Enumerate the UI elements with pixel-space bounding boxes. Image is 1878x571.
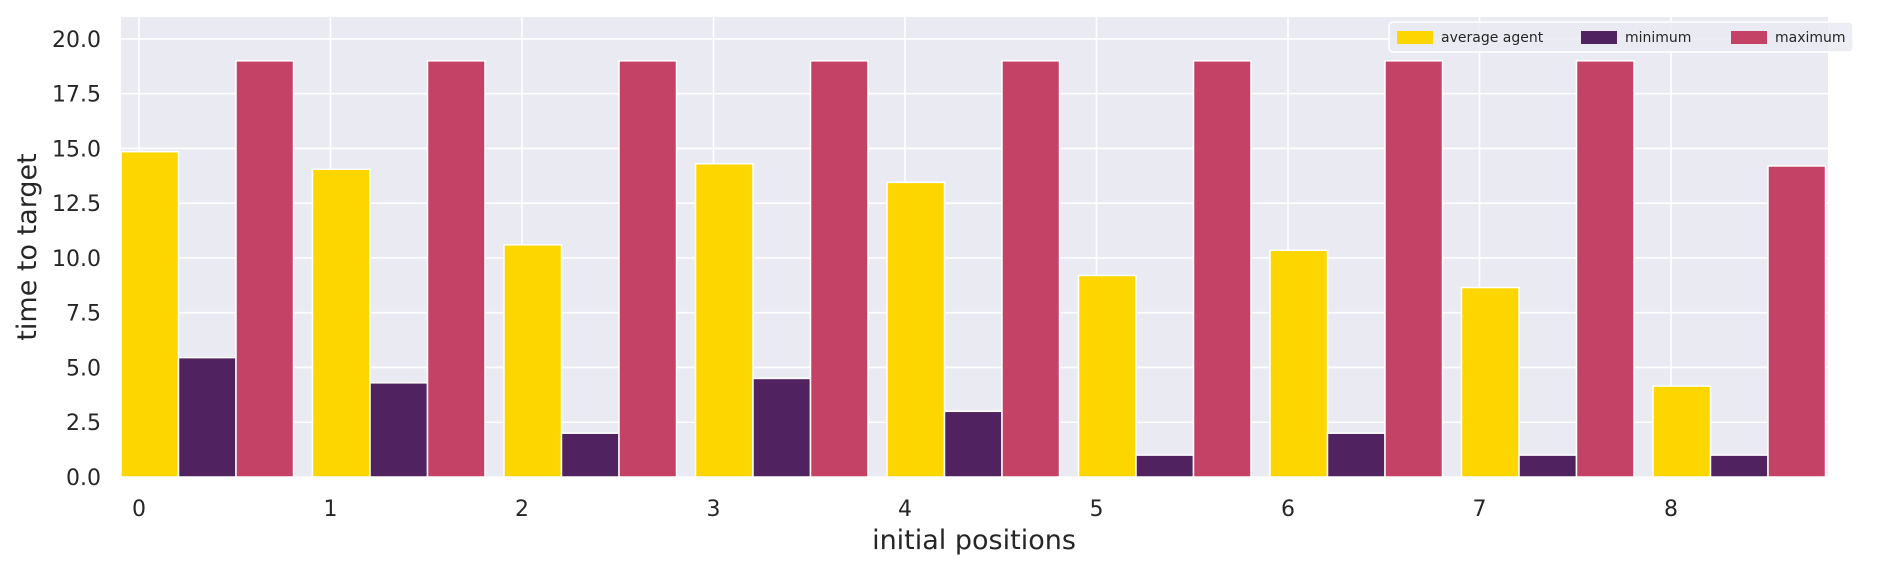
- x-tick-label: 6: [1281, 497, 1295, 522]
- bar-minimum-7: [1518, 454, 1578, 478]
- x-tick-label: 7: [1473, 497, 1487, 522]
- y-tick-labels: 0.0 2.5 5.0 7.5 10.0 12.5 15.0 17.5 20.0: [52, 28, 101, 491]
- bar-maximum-3: [809, 60, 869, 478]
- legend-label: maximum: [1775, 30, 1846, 46]
- bar-minimum-3: [752, 377, 812, 478]
- bar-average-agent-1: [311, 168, 371, 478]
- x-tick-label: 5: [1090, 497, 1104, 522]
- bar-minimum-2: [560, 432, 620, 478]
- bar-minimum-4: [943, 410, 1003, 478]
- y-axis-label: time to target: [12, 153, 43, 340]
- x-tick-label: 4: [898, 497, 912, 522]
- x-tick-label: 1: [324, 497, 338, 522]
- bar-average-agent-6: [1269, 249, 1329, 478]
- legend-label: minimum: [1625, 30, 1691, 46]
- y-tick-label: 5.0: [66, 356, 101, 381]
- bar-average-agent-4: [886, 181, 946, 478]
- legend: average agent minimum maximum: [1388, 21, 1854, 53]
- y-tick-label: 2.5: [66, 411, 101, 436]
- y-tick-label: 17.5: [52, 83, 101, 108]
- y-tick-label: 15.0: [52, 137, 101, 162]
- legend-swatch: [1397, 31, 1433, 44]
- x-tick-label: 3: [707, 497, 721, 522]
- y-tick-label: 10.0: [52, 247, 101, 272]
- x-tick-labels: 0 1 2 3 4 5 6 7 8: [132, 497, 1678, 522]
- x-axis-label: initial positions: [872, 525, 1076, 556]
- bar-minimum-0: [177, 356, 237, 478]
- bars: [120, 60, 1827, 478]
- bar-maximum-7: [1575, 60, 1635, 478]
- bar-maximum-8: [1767, 165, 1827, 478]
- y-tick-label: 12.5: [52, 192, 101, 217]
- legend-box: [1388, 21, 1854, 53]
- legend-swatch: [1731, 31, 1767, 44]
- bar-average-agent-7: [1460, 286, 1520, 478]
- bar-average-agent-5: [1077, 274, 1137, 478]
- bar-minimum-5: [1135, 454, 1195, 478]
- x-tick-label: 8: [1664, 497, 1678, 522]
- legend-label: average agent: [1441, 30, 1544, 46]
- bar-average-agent-8: [1652, 385, 1712, 478]
- y-tick-label: 7.5: [66, 302, 101, 327]
- bar-average-agent-0: [120, 150, 180, 478]
- bar-average-agent-2: [503, 244, 563, 478]
- x-tick-label: 0: [132, 497, 146, 522]
- legend-swatch: [1581, 31, 1617, 44]
- bar-minimum-8: [1709, 454, 1769, 478]
- bar-maximum-0: [235, 60, 295, 478]
- bar-maximum-2: [618, 60, 678, 478]
- bar-maximum-5: [1192, 60, 1252, 478]
- bar-average-agent-3: [694, 163, 754, 478]
- x-tick-label: 2: [515, 497, 529, 522]
- bar-maximum-1: [426, 60, 486, 478]
- y-tick-label: 0.0: [66, 466, 101, 491]
- bar-minimum-1: [369, 382, 429, 478]
- y-tick-label: 20.0: [52, 28, 101, 53]
- bar-maximum-4: [1001, 60, 1061, 478]
- bar-maximum-6: [1384, 60, 1444, 478]
- bar-minimum-6: [1326, 432, 1386, 478]
